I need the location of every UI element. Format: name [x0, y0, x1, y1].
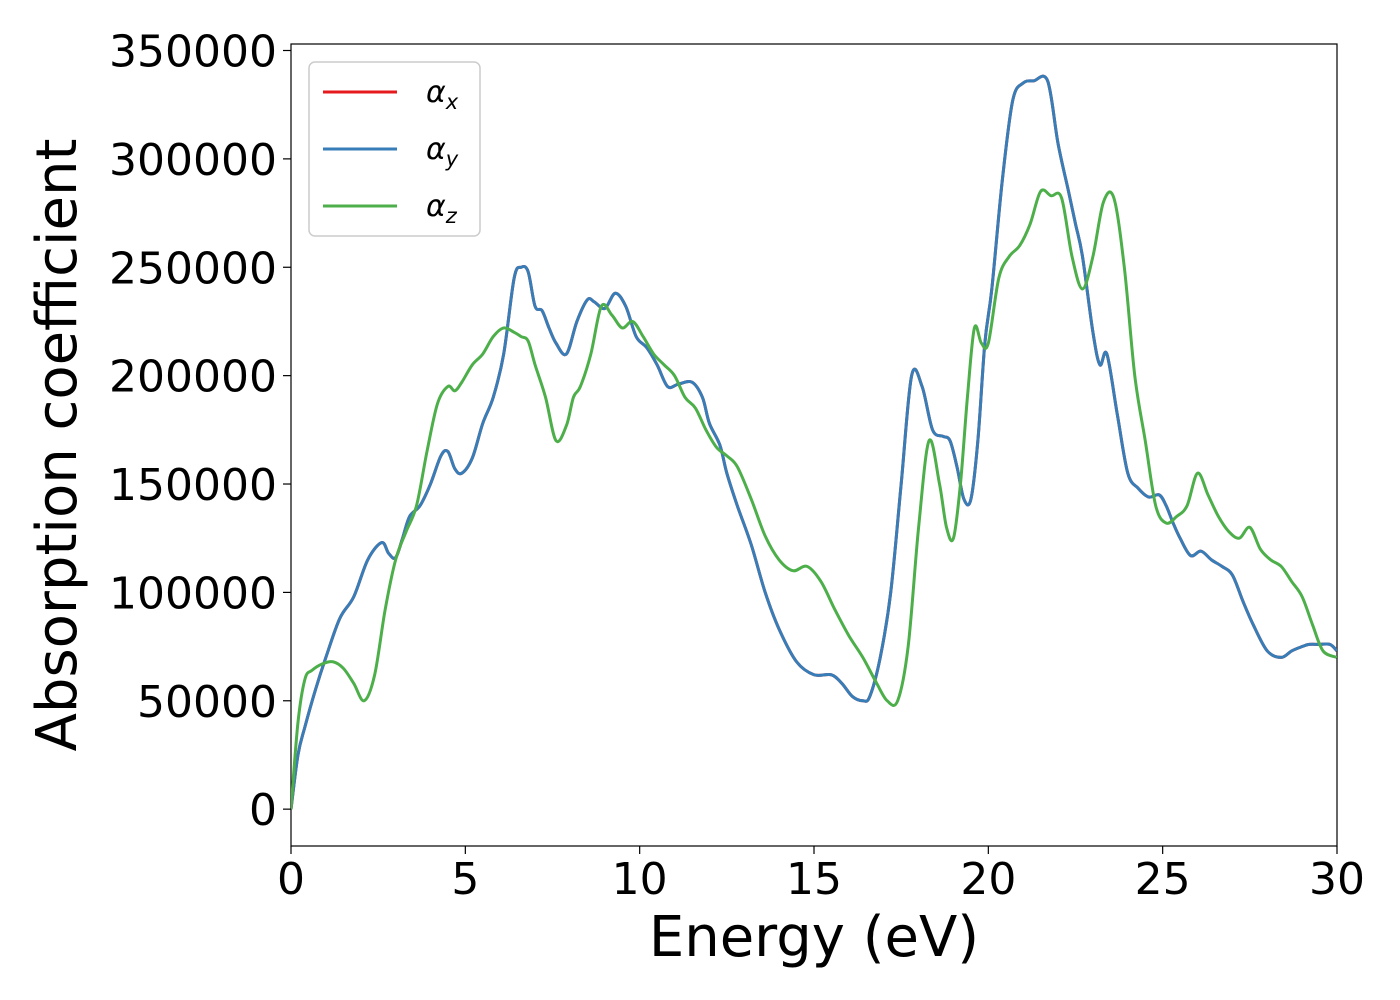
x-tick-label: 5 [451, 854, 479, 905]
series-layer [291, 74, 1337, 810]
y-axis-label: Absorption coefficient [25, 139, 90, 752]
y-tick-label: 100000 [109, 568, 277, 619]
series-line-y [291, 74, 1337, 810]
legend-label-x: αx [426, 75, 459, 114]
y-tick-label: 350000 [109, 27, 277, 78]
series-line-z [291, 188, 1337, 810]
legend: αx αy αz [308, 61, 481, 237]
y-tick-label: 150000 [109, 460, 277, 511]
y-tick-label: 300000 [109, 135, 277, 186]
x-tick-label: 15 [786, 854, 842, 905]
y-tick-label: 250000 [109, 243, 277, 294]
x-tick-label: 20 [960, 854, 1016, 905]
x-tick-label: 10 [612, 854, 668, 905]
x-axis-label: Energy (eV) [649, 905, 979, 970]
legend-label-y: αy [426, 132, 459, 171]
x-tick-label: 30 [1309, 854, 1365, 905]
y-tick-label: 50000 [137, 677, 277, 728]
x-tick-label: 25 [1135, 854, 1191, 905]
legend-label-z: αz [426, 189, 458, 228]
x-axis-ticks: 0 5 10 15 20 25 30 [277, 846, 1365, 905]
y-axis-ticks: 0 50000 100000 150000 200000 250000 300000 3500… [109, 27, 291, 836]
x-tick-label: 0 [277, 854, 305, 905]
y-tick-label: 200000 [109, 352, 277, 403]
y-tick-label: 0 [249, 785, 277, 836]
